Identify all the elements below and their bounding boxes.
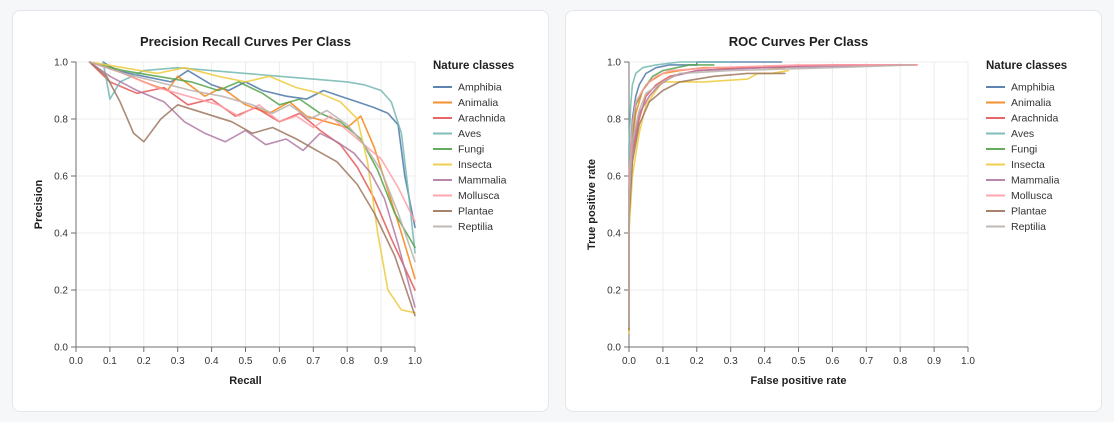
series-line-mollusca [88, 60, 416, 222]
series-line-insecta [88, 60, 416, 314]
legend-label-insecta: Insecta [1011, 159, 1045, 171]
series-line-amphibia [102, 60, 416, 228]
series-line-reptilia [628, 63, 915, 328]
x-tick-label: 0.1 [656, 356, 670, 367]
y-tick-label: 0.6 [607, 171, 621, 182]
series-line-animalia [628, 66, 786, 325]
x-tick-label: 1.0 [408, 356, 422, 367]
legend-title: Nature classes [986, 60, 1067, 72]
x-tick-label: 0.0 [69, 356, 83, 367]
series-line-fungi [88, 60, 416, 248]
series-line-plantae [628, 72, 786, 331]
series-line-mollusca [628, 63, 918, 319]
x-axis-title: Recall [229, 375, 261, 387]
legend-label-animalia: Animalia [458, 97, 498, 109]
series-line-mammalia [88, 60, 416, 308]
legend-label-aves: Aves [458, 128, 481, 140]
x-tick-label: 0.5 [792, 356, 806, 367]
y-axis-title: True positive rate [586, 158, 598, 249]
y-tick-label: 0.0 [54, 342, 68, 353]
x-tick-label: 0.4 [205, 356, 219, 367]
y-tick-label: 0.2 [607, 285, 621, 296]
x-tick-label: 0.1 [103, 356, 117, 367]
legend-label-insecta: Insecta [458, 159, 492, 171]
x-tick-label: 0.7 [306, 356, 320, 367]
legend-label-reptilia: Reptilia [1011, 221, 1046, 233]
x-tick-label: 0.4 [758, 356, 772, 367]
precision-recall-card: 0.0 0.1 0.2 0.3 0.4 0.5 0.6 0.7 0.8 0.9 1.0 0.0 0.2 0… [12, 10, 549, 412]
x-tick-label: 0.7 [859, 356, 873, 367]
legend-label-plantae: Plantae [458, 205, 494, 217]
x-tick-label: 0.6 [825, 356, 839, 367]
legend-label-aves: Aves [1011, 128, 1034, 140]
x-tick-label: 0.5 [239, 356, 253, 367]
x-tick-label: 0.0 [622, 356, 636, 367]
y-tick-label: 1.0 [54, 57, 68, 68]
x-tick-label: 0.9 [927, 356, 941, 367]
x-tick-label: 0.3 [171, 356, 185, 367]
series-line-animalia [88, 60, 416, 279]
y-tick-label: 0.8 [607, 114, 621, 125]
legend-label-amphibia: Amphibia [1011, 81, 1055, 93]
legend-label-arachnida: Arachnida [458, 112, 505, 124]
legend-label-fungi: Fungi [458, 143, 484, 155]
x-tick-label: 0.8 [340, 356, 354, 367]
series-line-arachnida [88, 60, 416, 291]
x-tick-label: 1.0 [961, 356, 975, 367]
x-tick-label: 0.6 [272, 356, 286, 367]
roc-chart: 0.0 0.1 0.2 0.3 0.4 0.5 0.6 0.7 0.8 0.9 1.0 0.0 0.2 0… [586, 34, 1067, 387]
y-tick-label: 1.0 [607, 57, 621, 68]
legend-label-reptilia: Reptilia [458, 221, 493, 233]
y-tick-label: 0.4 [607, 228, 621, 239]
legend-label-mollusca: Mollusca [1011, 190, 1053, 202]
chart-title: Precision Recall Curves Per Class [140, 34, 351, 49]
legend-label-mammalia: Mammalia [1011, 174, 1060, 186]
x-tick-label: 0.9 [374, 356, 388, 367]
x-tick-label: 0.3 [724, 356, 738, 367]
x-tick-label: 0.8 [893, 356, 907, 367]
y-tick-label: 0.8 [54, 114, 68, 125]
y-tick-label: 0.2 [54, 285, 68, 296]
y-axis-title: Precision [33, 179, 45, 229]
series-line-aves [628, 60, 732, 314]
y-tick-label: 0.0 [607, 342, 621, 353]
roc-card: 0.0 0.1 0.2 0.3 0.4 0.5 0.6 0.7 0.8 0.9 1.0 0.0 0.2 0… [565, 10, 1102, 412]
series-line-reptilia [88, 60, 416, 262]
precision-recall-chart: 0.0 0.1 0.2 0.3 0.4 0.5 0.6 0.7 0.8 0.9 1.0 0.0 0.2 0… [33, 34, 514, 387]
legend-label-mammalia: Mammalia [458, 174, 507, 186]
legend-label-animalia: Animalia [1011, 97, 1051, 109]
series-line-plantae [88, 60, 416, 316]
legend-title: Nature classes [433, 60, 514, 72]
x-tick-label: 0.2 [690, 356, 704, 367]
legend-label-fungi: Fungi [1011, 143, 1037, 155]
y-tick-label: 0.6 [54, 171, 68, 182]
legend-label-plantae: Plantae [1011, 205, 1047, 217]
legend-label-arachnida: Arachnida [1011, 112, 1058, 124]
x-axis-title: False positive rate [751, 375, 847, 387]
y-tick-label: 0.4 [54, 228, 68, 239]
legend-label-mollusca: Mollusca [458, 190, 500, 202]
x-tick-label: 0.2 [137, 356, 151, 367]
chart-title: ROC Curves Per Class [729, 34, 868, 49]
legend-label-amphibia: Amphibia [458, 81, 502, 93]
